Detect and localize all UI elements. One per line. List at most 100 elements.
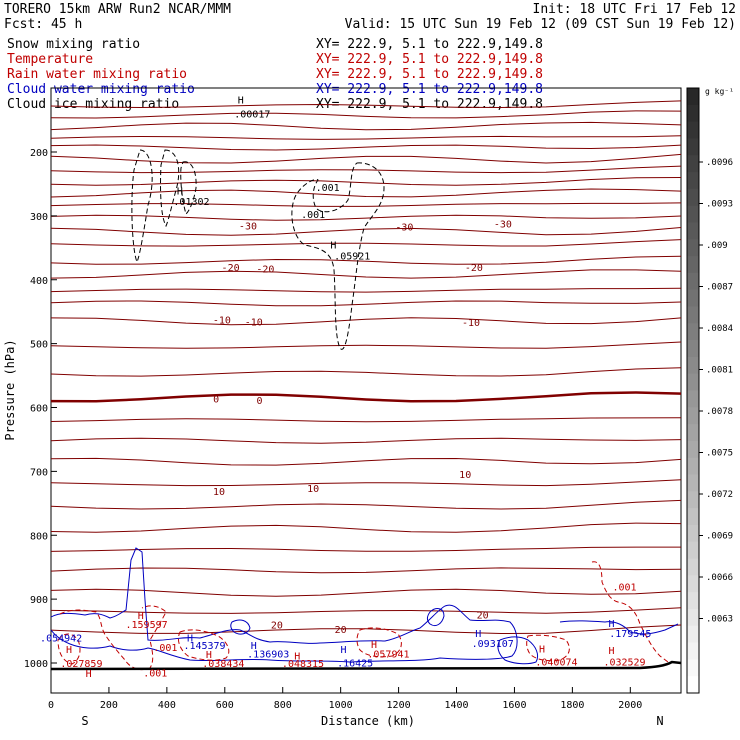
high-marker: H xyxy=(341,645,347,656)
isotherm-line xyxy=(50,188,682,198)
rain-contour-d xyxy=(591,561,669,663)
colorbar-label: .0075 xyxy=(706,449,733,459)
colorbar-swatch xyxy=(687,104,699,123)
colorbar-label: .0096 xyxy=(706,158,733,168)
max-value-label: .027859 xyxy=(60,659,102,670)
x-tick-label: 600 xyxy=(216,700,234,711)
isotherm-line xyxy=(50,202,682,207)
isotherm-label: -30 xyxy=(494,220,512,231)
max-value-label: .001 xyxy=(612,582,636,593)
high-marker: H xyxy=(86,669,92,680)
max-value-label: .001 xyxy=(301,210,325,221)
low-level-cloud-contours xyxy=(50,547,679,671)
colorbar-swatch xyxy=(687,676,699,694)
isotherm-line xyxy=(50,522,682,533)
max-value-label: .001 xyxy=(153,643,177,654)
colorbar-swatch xyxy=(687,524,699,543)
isotherm-label: -10 xyxy=(213,315,231,326)
high-marker: H xyxy=(475,629,481,640)
x-tick-label: 1600 xyxy=(502,700,526,711)
rain-contour-c xyxy=(177,629,230,661)
rain-contour-b xyxy=(57,633,81,665)
isotherm-label: 10 xyxy=(307,484,319,495)
colorbar-swatch xyxy=(687,558,699,576)
field-xy-temperature: XY= 222.9, 5.1 to 222.9,149.8 xyxy=(316,52,543,67)
colorbar-swatch xyxy=(687,256,699,274)
y-tick-label: 800 xyxy=(30,531,48,542)
isotherm-label: 20 xyxy=(335,625,347,636)
max-value-label: .038434 xyxy=(202,659,244,670)
max-value-label: .093107 xyxy=(472,639,514,650)
colorbar-label: .0081 xyxy=(706,366,733,376)
field-legend: Snow mixing ratio XY= 222.9, 5.1 to 222.… xyxy=(7,37,543,112)
colorbar-frame xyxy=(686,87,700,694)
y-axis-label: Pressure (hPa) xyxy=(3,339,17,440)
header-valid: Valid: 15 UTC Sun 19 Feb 12 (09 CST Sun … xyxy=(345,17,736,32)
isotherm-line xyxy=(50,391,682,403)
high-marker: H xyxy=(238,96,244,107)
colorbar-swatch xyxy=(687,457,699,476)
max-value-label: .040074 xyxy=(535,658,577,669)
isotherm-label: 10 xyxy=(213,487,225,498)
isotherm-line xyxy=(50,165,682,174)
isotherm-line xyxy=(50,607,682,614)
isotherm-line xyxy=(50,437,682,444)
isotherm-line xyxy=(50,239,682,247)
isotherm-label: -30 xyxy=(239,221,257,232)
colorbar-label: .0093 xyxy=(706,200,733,210)
isotherm-line xyxy=(50,546,681,552)
colorbar-swatch xyxy=(687,608,699,627)
colorbar-swatch xyxy=(687,440,699,459)
x-end-left: S xyxy=(81,714,88,728)
colorbar-swatch xyxy=(687,272,699,291)
header-init: Init: 18 UTC Fri 17 Feb 12 xyxy=(533,2,737,17)
colorbar-label: .0072 xyxy=(706,490,733,500)
high-marker: H xyxy=(608,619,614,630)
max-value-label: .032529 xyxy=(603,658,645,669)
header-fcst: Fcst: 45 h xyxy=(4,17,82,32)
high-marker: H xyxy=(608,646,614,657)
isotherm-line xyxy=(50,317,682,326)
colorbar-swatch xyxy=(687,390,699,408)
terrain-line xyxy=(50,660,682,671)
y-tick-label: 600 xyxy=(30,404,48,415)
rain-contour-f xyxy=(356,627,402,658)
isotherm-line xyxy=(50,110,682,119)
colorbar-swatch xyxy=(687,188,699,207)
colorbar-swatch xyxy=(687,424,699,442)
colorbar-label: .0084 xyxy=(706,324,733,334)
y-tick-label: 700 xyxy=(30,467,48,478)
max-value-label: .001 xyxy=(143,669,167,680)
colorbar-swatch xyxy=(687,625,699,644)
ice-contour-left-c xyxy=(180,161,197,215)
x-tick-label: 2000 xyxy=(618,700,642,711)
max-value-label: .054942 xyxy=(40,633,82,644)
cloud-ice-contours xyxy=(131,149,385,350)
y-tick-label: 900 xyxy=(30,595,48,606)
isotherm-line xyxy=(50,624,682,635)
max-value-label: .145379 xyxy=(183,641,225,652)
colorbar-swatch xyxy=(687,222,699,240)
colorbar-swatch xyxy=(687,592,699,610)
field-name-cloud-ice: Cloud ice mixing ratio xyxy=(7,97,179,112)
x-tick-label: 400 xyxy=(158,700,176,711)
high-marker: H xyxy=(206,650,212,661)
max-value-label: .057941 xyxy=(367,649,409,660)
colorbar-swatch xyxy=(687,138,699,156)
isotherm-label: -10 xyxy=(245,317,263,328)
isotherm-line xyxy=(50,367,682,377)
colorbar-swatch xyxy=(687,659,699,677)
max-value-label: .159597 xyxy=(126,620,168,631)
isotherm-line xyxy=(50,100,682,109)
isotherm-line xyxy=(50,121,682,131)
field-name-snow: Snow mixing ratio xyxy=(7,37,140,52)
colorbar-swatch xyxy=(687,407,699,425)
colorbar: .0096 .0093 .009 .0087 .0084 .0081 .0078 .0075.… xyxy=(686,87,733,694)
field-xy-cloud-ice: XY= 222.9, 5.1 to 222.9,149.8 xyxy=(316,97,543,112)
isotherm-line xyxy=(50,287,682,293)
isotherm-line xyxy=(50,588,682,597)
colorbar-swatch xyxy=(687,373,699,391)
isotherm-label: -20 xyxy=(222,263,240,274)
plot-frame xyxy=(50,87,682,694)
colorbar-swatch xyxy=(687,289,699,307)
